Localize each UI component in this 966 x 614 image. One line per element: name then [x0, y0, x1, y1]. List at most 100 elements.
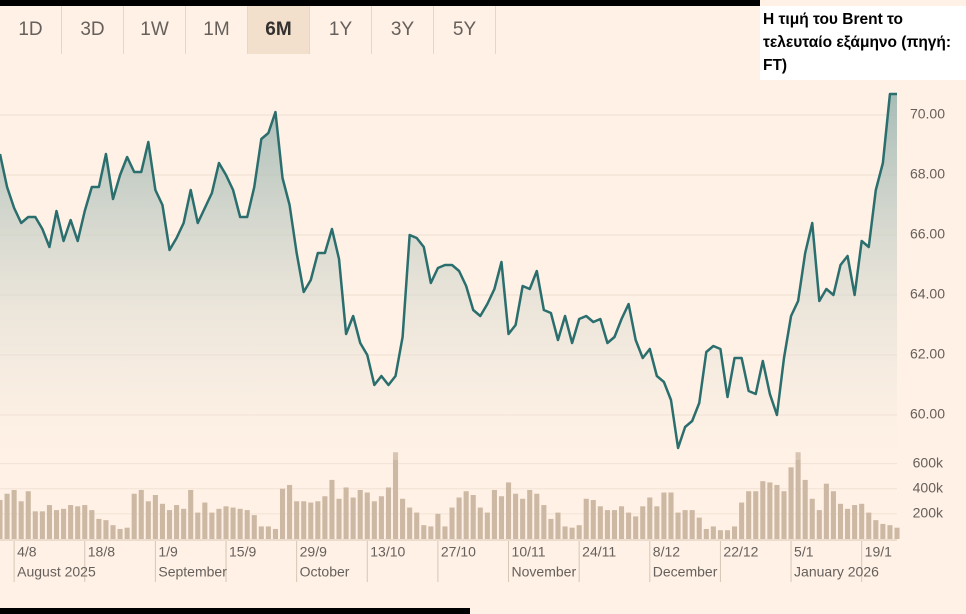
- range-tab[interactable]: 1M: [186, 6, 248, 54]
- volume-bar: [209, 512, 215, 539]
- volume-bar: [520, 498, 526, 539]
- volume-bar: [322, 496, 328, 539]
- range-tab[interactable]: 1D: [0, 6, 62, 54]
- volume-bar: [583, 498, 589, 539]
- y-tick-label: 60.00: [910, 406, 945, 422]
- volume-bar: [753, 491, 759, 539]
- volume-bar: [498, 496, 505, 539]
- x-tick-label: 27/10: [441, 544, 476, 560]
- x-month-label: August 2025: [17, 564, 96, 580]
- volume-bar: [124, 527, 130, 539]
- volume-bar: [852, 505, 858, 539]
- x-tick-label: 24/11: [582, 544, 616, 560]
- volume-bar: [724, 530, 731, 539]
- volume-bar: [717, 530, 723, 539]
- volume-bar: [61, 508, 67, 539]
- volume-bar: [385, 487, 392, 539]
- volume-bar: [484, 512, 490, 539]
- volume-bar: [400, 498, 406, 539]
- volume-bar: [795, 452, 801, 539]
- y-tick-label: 200k: [913, 505, 944, 521]
- x-tick-label: 19/1: [865, 544, 892, 560]
- volume-bar: [647, 497, 653, 539]
- range-tab[interactable]: 5Y: [434, 6, 496, 54]
- volume-bar: [251, 515, 257, 539]
- volume-bar: [294, 501, 300, 539]
- volume-bar: [555, 512, 561, 539]
- volume-bar: [781, 491, 787, 539]
- volume-bar: [174, 505, 180, 539]
- x-month-label: November: [512, 564, 577, 580]
- volume-bar: [392, 452, 399, 539]
- volume-bar: [18, 501, 24, 539]
- x-tick-label: 18/8: [88, 544, 115, 560]
- range-tab[interactable]: 3Y: [372, 6, 434, 54]
- volume-bar: [562, 526, 568, 539]
- volume-bar: [237, 508, 243, 539]
- volume-bar: [569, 527, 575, 539]
- volume-bar: [505, 482, 512, 539]
- volume-bar: [477, 507, 483, 539]
- volume-bar: [894, 527, 900, 539]
- x-tick-label: 1/9: [158, 544, 178, 560]
- volume-bar: [181, 508, 187, 539]
- volume-bar: [68, 505, 74, 539]
- volume-bar: [541, 505, 547, 539]
- x-month-label: September: [158, 564, 227, 580]
- volume-bar: [371, 501, 377, 539]
- volume-bar: [830, 491, 836, 539]
- volume-bar: [845, 508, 851, 539]
- volume-bar: [308, 502, 314, 539]
- volume-bar: [407, 507, 413, 539]
- volume-bar: [442, 526, 448, 539]
- volume-bar: [287, 484, 293, 539]
- volume-bar: [152, 495, 158, 539]
- volume-bar: [25, 491, 31, 539]
- y-tick-label: 62.00: [910, 346, 945, 362]
- volume-bar: [145, 501, 151, 539]
- volume-bar: [859, 503, 865, 539]
- y-tick-label: 70.00: [910, 106, 945, 122]
- volume-bar: [202, 502, 208, 539]
- volume-bar: [880, 523, 886, 539]
- volume-bar: [350, 497, 356, 539]
- volume-bar: [301, 501, 307, 539]
- volume-bar: [604, 510, 610, 539]
- range-tabs: 1D 3D 1W 1M 6M 1Y 3Y 5Y: [0, 6, 496, 54]
- y-tick-label: 600k: [913, 454, 944, 470]
- volume-bar: [364, 492, 370, 539]
- volume-bar: [89, 510, 95, 539]
- x-tick-label: 4/8: [17, 544, 37, 560]
- range-tab[interactable]: 3D: [62, 6, 124, 54]
- volume-bar: [230, 507, 236, 539]
- volume-bar: [195, 512, 201, 539]
- x-tick-label: 8/12: [653, 544, 680, 560]
- volume-bar: [138, 489, 144, 539]
- volume-bar: [739, 502, 745, 539]
- volume-bar: [675, 512, 681, 539]
- volume-bar: [131, 493, 137, 539]
- volume-bar: [159, 503, 165, 539]
- x-tick-label: 13/10: [370, 544, 405, 560]
- volume-bar: [4, 493, 10, 539]
- x-month-label: October: [300, 564, 350, 580]
- volume-bar: [746, 491, 752, 539]
- volume-bar: [75, 506, 81, 539]
- volume-bar: [837, 503, 844, 539]
- volume-bar: [887, 525, 893, 539]
- volume-bar: [633, 516, 639, 539]
- volume-bar: [357, 489, 363, 539]
- y-tick-label: 66.00: [910, 226, 945, 242]
- range-tab[interactable]: 1W: [124, 6, 186, 54]
- volume-bar: [654, 506, 660, 539]
- x-tick-label: 29/9: [300, 544, 327, 560]
- bottom-bar: [0, 608, 470, 614]
- x-month-label: January 2026: [794, 564, 879, 580]
- range-tab[interactable]: 1Y: [310, 6, 372, 54]
- range-tab[interactable]: 6M: [248, 6, 310, 54]
- volume-bar: [53, 510, 60, 539]
- volume-bar: [534, 493, 540, 539]
